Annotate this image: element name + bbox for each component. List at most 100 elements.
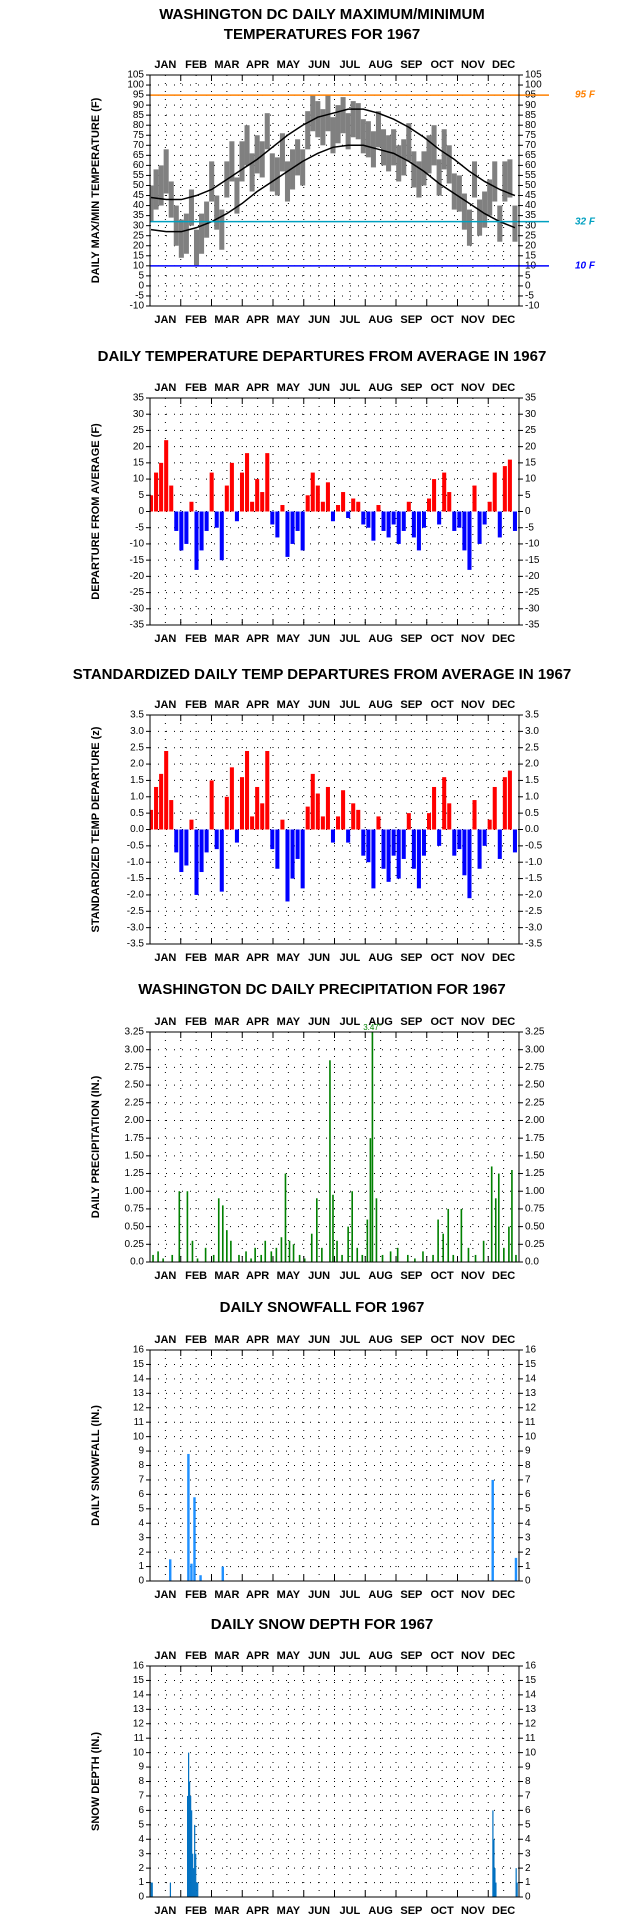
chart-title: WASHINGTON DC DAILY PRECIPITATION FOR 19… [138,981,506,998]
y2-tick-label: 0.75 [525,1204,545,1215]
range-bar [264,113,270,150]
bar [191,1810,193,1897]
month-label: MAR [214,314,239,326]
bar [186,1191,189,1262]
month-label: DEC [492,1589,515,1601]
y-tick-label: 70 [133,140,145,151]
y2-tick-label: 15 [525,457,537,468]
bar [192,1853,194,1897]
y2-tick-label: 15 [525,1359,537,1370]
y2-tick-label: -5 [525,291,534,302]
range-bar [295,139,301,176]
y-tick-label: 11 [134,1417,145,1428]
y-tick-label: 5 [138,1819,144,1830]
month-label: MAY [277,1334,301,1346]
range-bar [330,117,336,154]
bar [285,511,290,557]
bar [492,472,497,512]
month-label: NOV [461,1650,486,1662]
range-bar [360,119,366,154]
y2-tick-label: 1 [525,1561,531,1572]
bar [260,492,265,512]
month-label: SEP [400,1905,422,1917]
month-label: AUG [368,1650,392,1662]
bar [275,511,280,538]
bar [361,829,366,856]
month-label: OCT [431,952,455,964]
range-bar [401,139,407,176]
y-tick-label: 105 [127,70,144,81]
y-tick-label: 5 [138,271,144,282]
y2-tick-label: 12 [525,1718,537,1729]
bar [219,511,224,561]
bar [447,492,452,512]
range-bar [375,111,382,148]
bar [462,511,467,551]
range-bar [451,173,457,210]
range-bar [150,185,154,222]
bar [507,459,512,512]
range-bar [471,161,478,198]
bar [401,829,406,859]
month-label: MAR [214,699,239,711]
plot-frame [149,714,520,945]
range-bar [315,101,321,138]
y-tick-label: 13 [133,1704,145,1715]
bar [245,453,250,512]
y2-tick-label: 3.25 [525,1027,545,1038]
y-tick-label: 55 [133,170,145,181]
bar [221,1205,224,1262]
month-label: SEP [400,1270,422,1282]
bar [204,511,209,531]
month-label: OCT [431,699,455,711]
y-axis-label: DEPARTURE FROM AVERAGE (F) [90,423,102,600]
month-label: OCT [431,1016,455,1028]
y-tick-label: 12 [133,1402,145,1413]
range-bar [482,191,488,228]
bar [391,829,396,856]
bar [508,1226,510,1262]
bar [371,1032,374,1262]
bar [159,773,164,830]
bar [497,511,502,538]
bar [190,1795,192,1897]
y2-tick-label: 2.75 [525,1062,545,1073]
bar [497,829,502,859]
bar [375,1198,378,1262]
month-label: JUL [339,1905,360,1917]
bar [492,786,497,830]
bar [194,1824,196,1897]
y2-tick-label: 20 [525,240,537,251]
y2-tick-label: 5 [525,271,531,282]
bar [452,511,457,531]
month-label: APR [246,1334,269,1346]
bar [336,816,341,830]
bar [447,803,452,830]
bar [162,1258,164,1262]
plot-area [169,1453,518,1581]
bar [188,1752,190,1897]
bar [171,1254,174,1262]
month-label: JAN [154,382,176,394]
bar [366,829,371,863]
month-label: NOV [461,382,486,394]
month-label: FEB [185,1650,207,1662]
y-tick-label: 20 [133,240,145,251]
y2-tick-label: 60 [525,160,537,171]
range-bar [274,157,280,196]
bar [151,1882,153,1897]
range-bar [199,213,205,254]
bar [512,829,517,853]
month-label: JUN [308,1650,330,1662]
bar [416,511,421,551]
plot-area [150,440,517,570]
bar [195,1853,197,1897]
bar [150,1882,152,1897]
y2-tick-label: 45 [525,190,537,201]
range-bar [254,135,260,174]
bar [502,777,507,830]
y-tick-label: 75 [133,130,145,141]
range-bar [325,95,331,132]
y-tick-label: -25 [130,587,145,598]
y2-tick-label: 3.5 [525,710,539,721]
